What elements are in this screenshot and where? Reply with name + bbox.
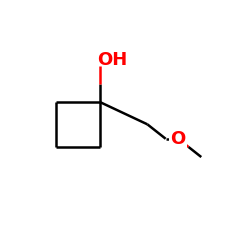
Text: O: O (170, 130, 186, 148)
Text: OH: OH (97, 51, 127, 69)
